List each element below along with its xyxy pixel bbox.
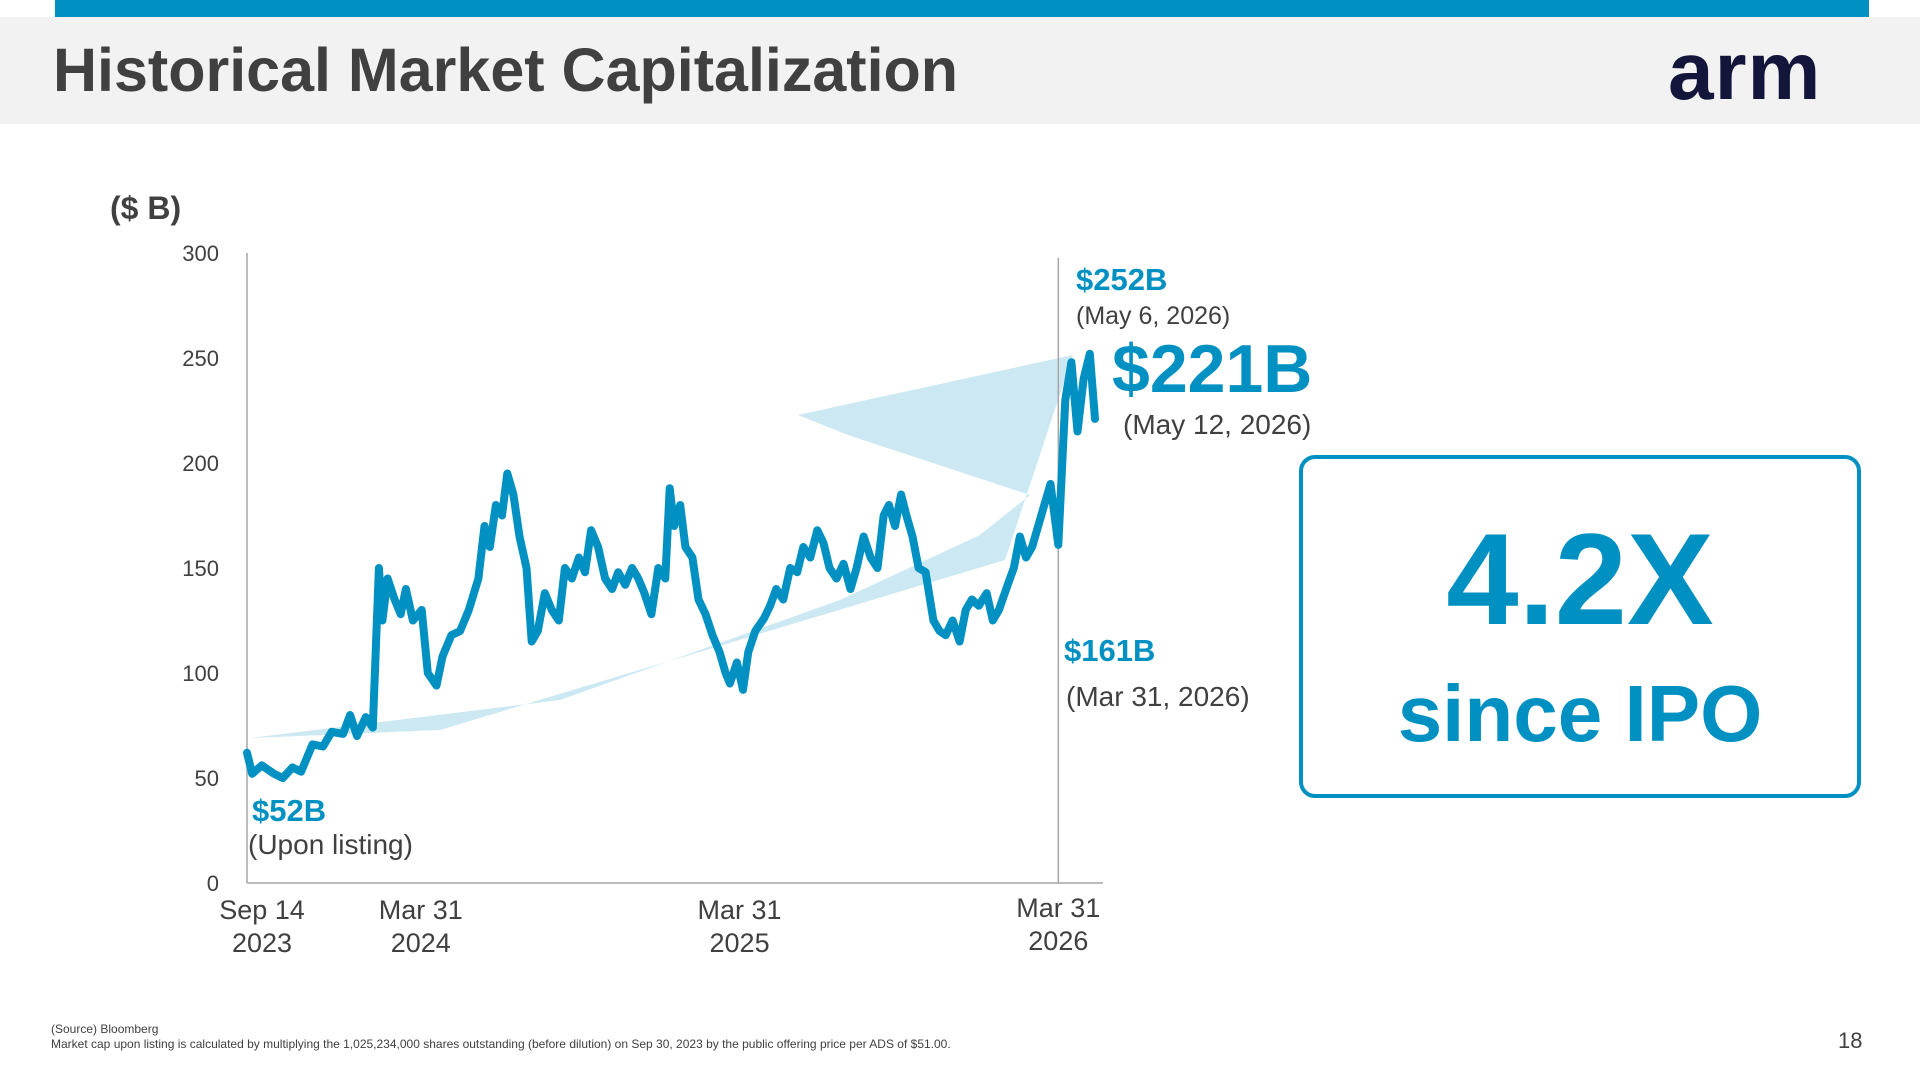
top-accent-bar — [55, 0, 1869, 17]
page-title: Historical Market Capitalization — [53, 36, 959, 104]
annotation-label-listing: (Upon listing) — [248, 829, 413, 860]
annotation-value-may-6-2026: $252B — [1076, 262, 1168, 297]
x-tick-label: Sep 14 — [219, 895, 305, 925]
page-number: 18 — [1838, 1028, 1863, 1053]
y-tick-label: 0 — [207, 871, 219, 896]
arm-logo: arm — [1668, 26, 1822, 117]
y-tick-label: 200 — [182, 451, 219, 476]
annotation-label-mar-2026: (Mar 31, 2026) — [1066, 681, 1250, 712]
x-tick-label: 2023 — [232, 928, 292, 958]
y-tick-label: 50 — [195, 766, 219, 791]
footnote: (Source) Bloomberg Market cap upon listi… — [51, 1022, 951, 1052]
y-tick-label: 250 — [182, 346, 219, 371]
y-axis: 0 50 100 150 200 250 300 — [182, 241, 248, 896]
ipo-multiple-label: since IPO — [1397, 669, 1763, 758]
x-tick-label: 2024 — [391, 928, 451, 958]
y-axis-unit-label: ($ B) — [110, 190, 182, 226]
footnote-note: Market cap upon listing is calculated by… — [51, 1037, 951, 1051]
x-tick-label: Mar 31 — [379, 895, 463, 925]
x-tick-label: Mar 31 — [1016, 893, 1100, 923]
x-tick-label: 2025 — [710, 928, 770, 958]
annotation-label-may-12-2026: (May 12, 2026) — [1123, 409, 1312, 440]
ipo-multiple-value: 4.2X — [1446, 506, 1714, 652]
y-tick-label: 100 — [182, 661, 219, 686]
header-band — [0, 17, 1920, 124]
ipo-multiple-box: 4.2X since IPO — [1299, 455, 1861, 798]
annotation-value-mar-2026: $161B — [1064, 633, 1156, 668]
y-tick-label: 150 — [182, 556, 219, 581]
footnote-source: (Source) Bloomberg — [51, 1022, 159, 1036]
x-tick-label: Mar 31 — [698, 895, 782, 925]
annotation-value-may-12-2026: $221B — [1112, 331, 1313, 407]
annotation-value-listing: $52B — [252, 793, 327, 828]
market-cap-series-line — [243, 349, 1099, 782]
annotation-label-may-6-2026: (May 6, 2026) — [1076, 302, 1231, 330]
x-tick-label: 2026 — [1028, 926, 1088, 956]
y-tick-label: 300 — [182, 241, 219, 266]
growth-arrow — [250, 355, 1073, 738]
